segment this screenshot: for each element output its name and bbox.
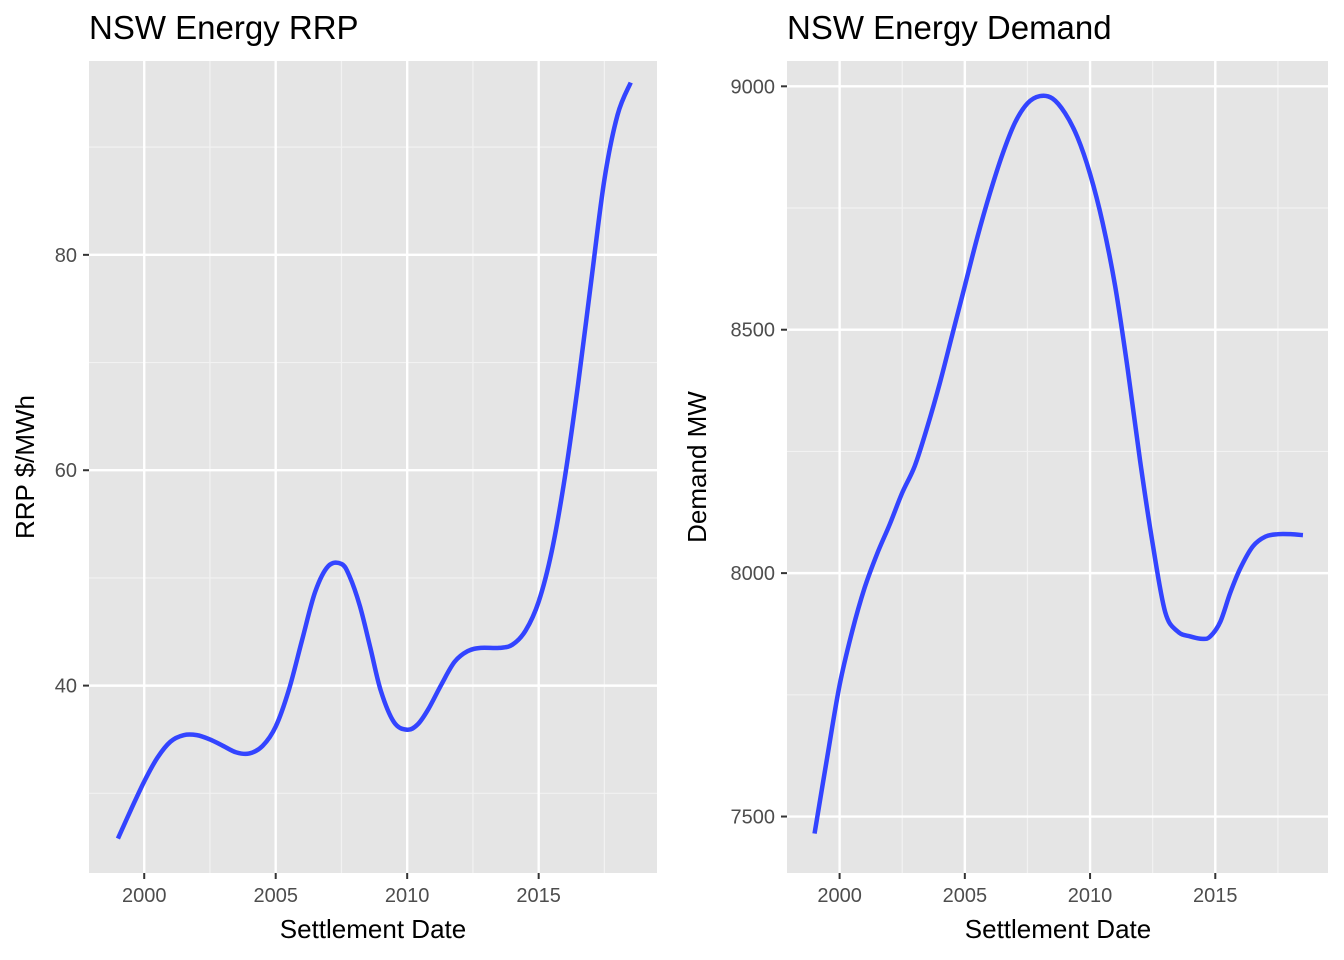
rrp-x-tick-label: 2010 xyxy=(385,885,430,907)
demand-x-tick-label: 2005 xyxy=(943,885,988,907)
demand-y-tick-label: 8500 xyxy=(731,320,776,342)
rrp-x-tick-label: 2000 xyxy=(122,885,167,907)
demand-x-axis-title: Settlement Date xyxy=(965,914,1151,944)
demand-x-tick-label: 2000 xyxy=(817,885,862,907)
demand-y-tick-label: 8000 xyxy=(731,563,776,585)
rrp-series-line xyxy=(115,81,633,840)
rrp-x-tick-label: 2015 xyxy=(516,885,561,907)
demand-chart-title: NSW Energy Demand xyxy=(787,9,1112,46)
rrp-y-tick-label: 40 xyxy=(55,676,77,698)
demand-x-tick-label: 2010 xyxy=(1068,885,1113,907)
demand-y-tick-label: 9000 xyxy=(731,76,776,98)
rrp-x-tick-label: 2005 xyxy=(253,885,298,907)
rrp-y-axis-title: RRP $/MWh xyxy=(10,395,40,539)
rrp-y-tick-label: 80 xyxy=(55,245,77,267)
rrp-plot-background xyxy=(89,61,657,873)
demand-y-axis-title: Demand MW xyxy=(682,391,712,543)
demand-plot-background xyxy=(787,61,1328,873)
demand-y-tick-label: 7500 xyxy=(731,807,776,829)
demand-series-line xyxy=(812,93,1304,834)
demand-x-tick-label: 2015 xyxy=(1193,885,1238,907)
rrp-x-axis-title: Settlement Date xyxy=(280,914,466,944)
demand-panel: NSW Energy Demand Demand MW Settlement D… xyxy=(682,9,1328,944)
rrp-chart-title: NSW Energy RRP xyxy=(89,9,359,46)
rrp-panel: NSW Energy RRP RRP $/MWh Settlement Date… xyxy=(10,9,657,944)
rrp-y-tick-label: 60 xyxy=(55,460,77,482)
